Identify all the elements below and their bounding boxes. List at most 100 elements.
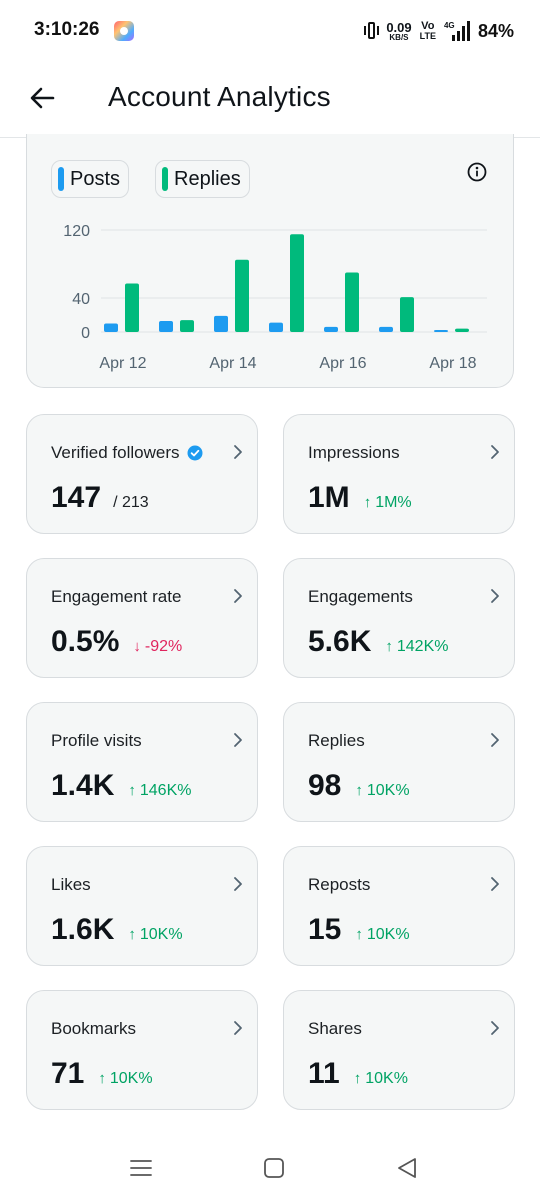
metric-label-text: Engagement rate bbox=[51, 587, 182, 606]
metric-card-engagements[interactable]: Engagements 5.6K ↑ 142K% bbox=[283, 558, 515, 678]
legend-replies-label: Replies bbox=[174, 167, 241, 190]
metric-value: 1.6K bbox=[51, 913, 115, 946]
chevron-right-icon bbox=[491, 589, 499, 603]
info-icon[interactable] bbox=[466, 161, 488, 183]
arrow-up-icon: ↑ bbox=[355, 926, 363, 943]
metric-label-text: Impressions bbox=[308, 443, 400, 462]
network-speed-unit: KB/S bbox=[389, 32, 409, 42]
x-tick-label: Apr 14 bbox=[209, 355, 256, 372]
bar-replies-apr-16[interactable] bbox=[345, 272, 359, 333]
arrow-up-icon: ↑ bbox=[353, 1070, 362, 1087]
chevron-right-icon bbox=[491, 733, 499, 747]
metric-value-row: 1.4K ↑ 146K% bbox=[51, 769, 191, 803]
x-tick-label: Apr 12 bbox=[99, 355, 146, 372]
metric-label-text: Replies bbox=[308, 731, 365, 750]
metric-label-text: Profile visits bbox=[51, 731, 142, 750]
metric-card-engagement-rate[interactable]: Engagement rate 0.5% ↓ -92% bbox=[26, 558, 258, 678]
metric-label: Verified followers bbox=[51, 443, 203, 463]
metric-card-shares[interactable]: Shares 11 ↑ 10K% bbox=[283, 990, 515, 1110]
arrow-up-icon: ↑ bbox=[355, 782, 363, 799]
metric-value-row: 0.5% ↓ -92% bbox=[51, 625, 182, 659]
arrow-left-icon[interactable] bbox=[28, 84, 56, 112]
metric-change-value: 10K% bbox=[366, 782, 410, 799]
bar-replies-apr-17[interactable] bbox=[400, 297, 414, 332]
menu-icon[interactable] bbox=[126, 1154, 156, 1182]
metric-label: Reposts bbox=[308, 875, 370, 895]
bar-replies-apr-14[interactable] bbox=[235, 259, 249, 332]
verified-badge-icon bbox=[187, 445, 203, 461]
bar-posts-apr-18[interactable] bbox=[434, 330, 448, 332]
bar-replies-apr-18[interactable] bbox=[455, 328, 469, 332]
metric-label: Profile visits bbox=[51, 731, 142, 751]
chevron-right-icon bbox=[234, 733, 242, 747]
arrow-down-icon: ↓ bbox=[133, 638, 141, 655]
y-tick-label: 120 bbox=[63, 223, 90, 240]
metric-change-value: 146K% bbox=[139, 782, 192, 799]
metric-value-row: 1.6K ↑ 10K% bbox=[51, 913, 183, 947]
metric-label: Likes bbox=[51, 875, 91, 895]
metric-label-text: Bookmarks bbox=[51, 1019, 137, 1038]
volte-bottom: LTE bbox=[419, 31, 436, 41]
network-type: 4G bbox=[443, 21, 455, 30]
bar-posts-apr-12[interactable] bbox=[104, 323, 118, 333]
arrow-up-icon: ↑ bbox=[128, 782, 136, 799]
metric-value: 147 bbox=[51, 481, 102, 514]
metric-card-profile-visits[interactable]: Profile visits 1.4K ↑ 146K% bbox=[26, 702, 258, 822]
metric-change: ↑ 142K% bbox=[385, 638, 448, 656]
metric-value: 11 bbox=[308, 1057, 340, 1090]
chevron-right-icon bbox=[491, 445, 499, 459]
metric-change-value: 10K% bbox=[365, 1070, 408, 1087]
bar-replies-apr-13[interactable] bbox=[180, 320, 194, 332]
metric-change: ↑ 10K% bbox=[98, 1070, 152, 1088]
bar-posts-apr-17[interactable] bbox=[379, 326, 393, 332]
metric-label-text: Engagements bbox=[308, 587, 413, 606]
home-square-icon[interactable] bbox=[259, 1154, 289, 1182]
metric-change: ↑ 1M% bbox=[364, 494, 412, 512]
metric-label-text: Reposts bbox=[308, 875, 371, 894]
bar-posts-apr-16[interactable] bbox=[324, 326, 338, 332]
bar-posts-apr-13[interactable] bbox=[159, 320, 173, 332]
metric-label: Engagements bbox=[308, 587, 413, 607]
metric-value-row: 98 ↑ 10K% bbox=[308, 769, 410, 803]
bar-chart: 0 40 120 Apr 12 Apr 14 Apr 16 Apr 18 bbox=[63, 223, 487, 372]
metric-value: 1.4K bbox=[51, 769, 115, 802]
bar-replies-apr-15[interactable] bbox=[290, 234, 304, 332]
legend-posts-label: Posts bbox=[70, 167, 121, 190]
metric-label-text: Verified followers bbox=[51, 443, 180, 462]
metric-change: ↑ 146K% bbox=[128, 782, 191, 800]
chart-card: 0 40 120 Apr 12 Apr 14 Apr 16 Apr 18 Posts Rep… bbox=[26, 134, 514, 388]
back-triangle-icon[interactable] bbox=[392, 1154, 422, 1182]
metric-value: 15 bbox=[308, 913, 342, 946]
legend-posts[interactable]: Posts bbox=[51, 160, 130, 198]
metric-change-value: -92% bbox=[144, 638, 183, 655]
y-tick-label: 40 bbox=[72, 291, 90, 308]
metric-label: Replies bbox=[308, 731, 365, 751]
metric-value: 5.6K bbox=[308, 625, 372, 658]
metric-change-value: 10K% bbox=[109, 1070, 153, 1087]
metric-card-bookmarks[interactable]: Bookmarks 71 ↑ 10K% bbox=[26, 990, 258, 1110]
bar-posts-apr-14[interactable] bbox=[214, 315, 228, 332]
chart-legend: Posts Replies bbox=[51, 160, 250, 198]
x-tick-label: Apr 16 bbox=[319, 355, 366, 372]
bar-replies-apr-12[interactable] bbox=[125, 283, 139, 332]
metric-label: Shares bbox=[308, 1019, 362, 1039]
metric-change-value: 142K% bbox=[396, 638, 449, 655]
chevron-right-icon bbox=[234, 1021, 242, 1035]
legend-replies[interactable]: Replies bbox=[155, 160, 250, 198]
network-speed: 0.09 KB/S bbox=[386, 21, 411, 42]
metric-card-verified-followers[interactable]: Verified followers 147 / 213 bbox=[26, 414, 258, 534]
metric-value: 1M bbox=[308, 481, 350, 514]
metric-card-impressions[interactable]: Impressions 1M ↑ 1M% bbox=[283, 414, 515, 534]
metric-card-likes[interactable]: Likes 1.6K ↑ 10K% bbox=[26, 846, 258, 966]
arrow-up-icon: ↑ bbox=[98, 1070, 106, 1087]
metric-label: Impressions bbox=[308, 443, 400, 463]
metric-label-text: Likes bbox=[51, 875, 91, 894]
y-tick-label: 0 bbox=[81, 325, 90, 342]
chevron-right-icon bbox=[234, 877, 242, 891]
status-icons: 0.09 KB/S Vo LTE 4G 84% bbox=[364, 18, 514, 44]
chevron-right-icon bbox=[234, 589, 242, 603]
bar-posts-apr-15[interactable] bbox=[269, 322, 283, 332]
metric-card-reposts[interactable]: Reposts 15 ↑ 10K% bbox=[283, 846, 515, 966]
metric-card-replies[interactable]: Replies 98 ↑ 10K% bbox=[283, 702, 515, 822]
arrow-up-icon: ↑ bbox=[128, 926, 136, 943]
